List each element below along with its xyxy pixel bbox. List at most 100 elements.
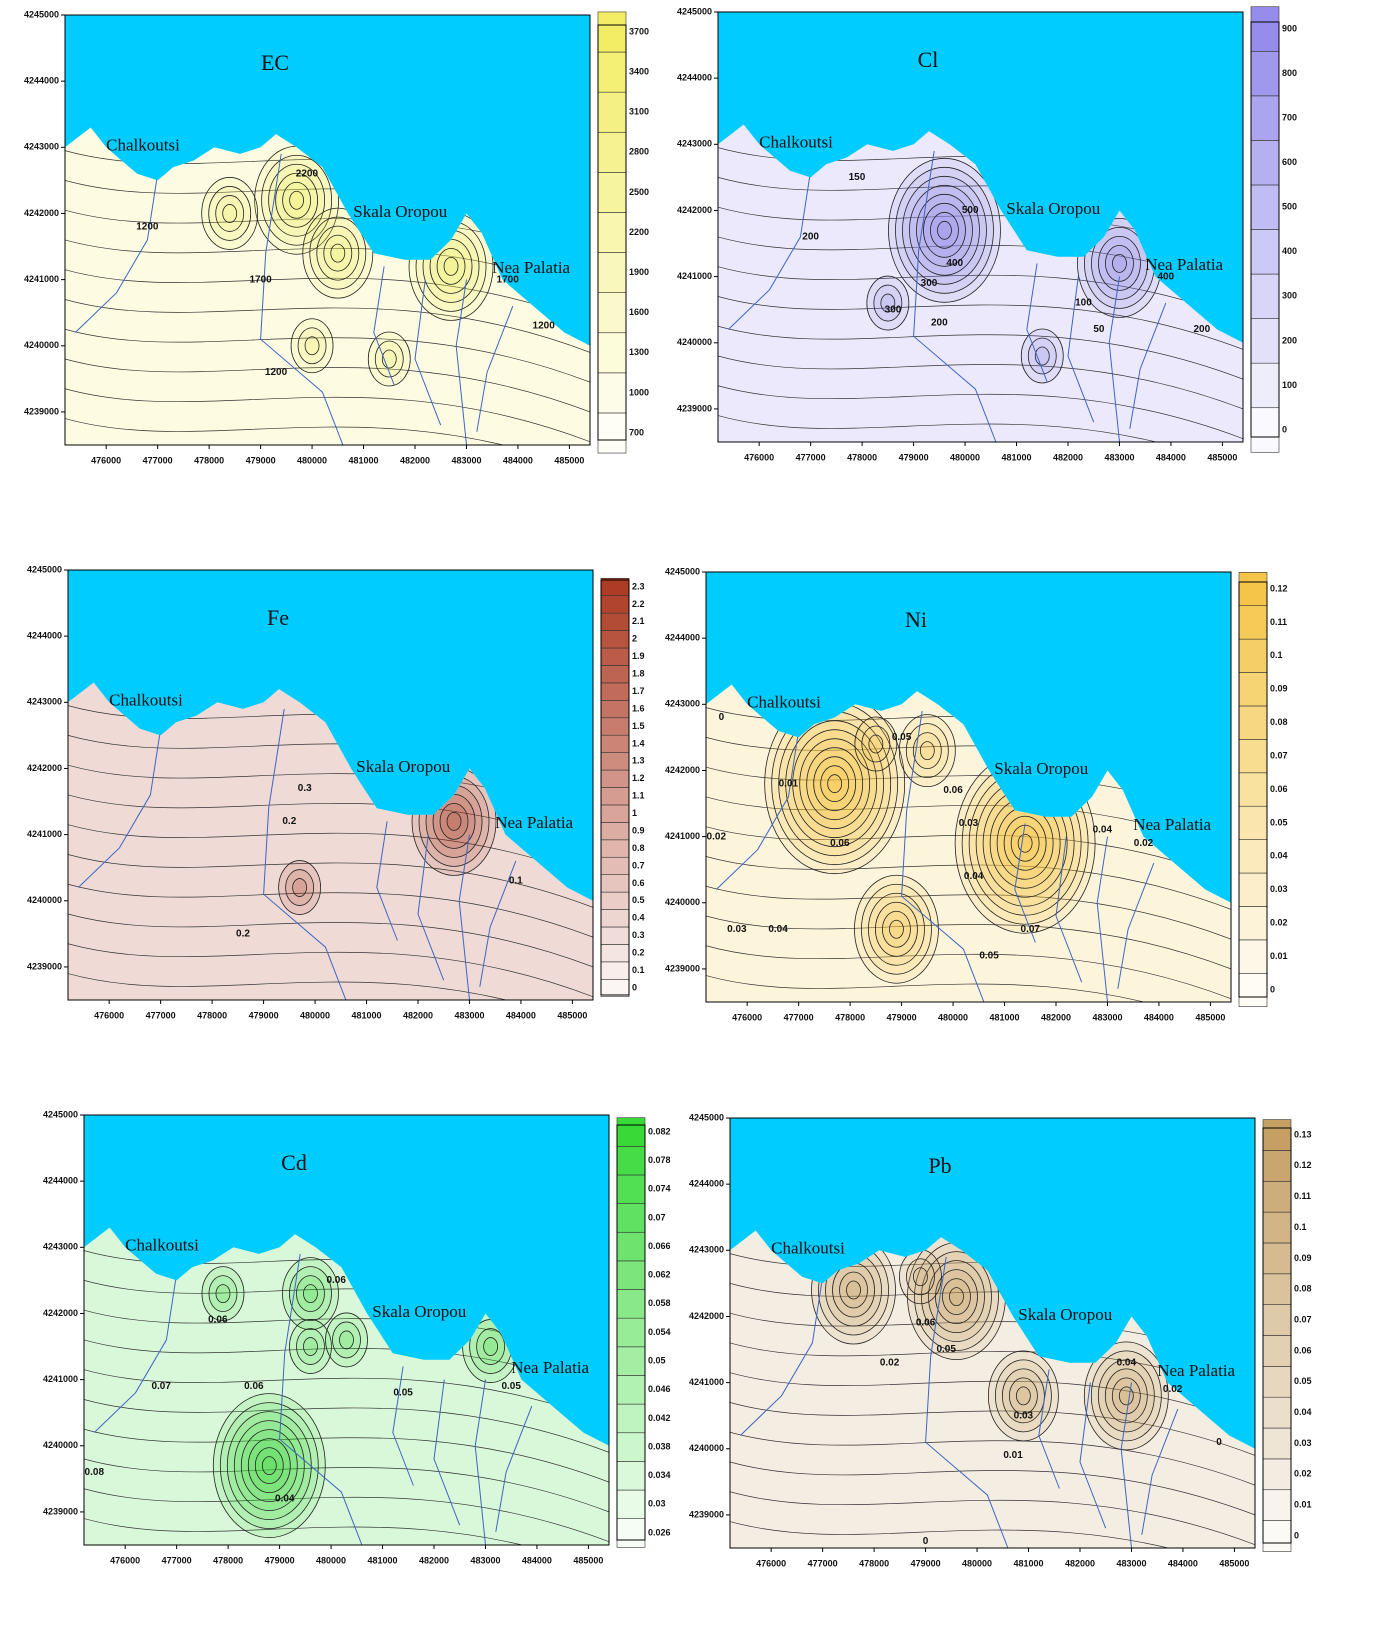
y-tick-label: 4240000 (677, 337, 712, 347)
colorbar-label: 0.05 (1294, 1376, 1312, 1386)
colorbar-cell (601, 788, 629, 805)
contour-label: 0.06 (244, 1381, 264, 1392)
place-name: Chalkoutsi (771, 1239, 845, 1258)
map-panel: 4760004770004780004790004800004810004820… (689, 1112, 1312, 1604)
colorbar-label: 0.05 (1270, 817, 1288, 827)
colorbar-cell (1263, 1120, 1291, 1151)
colorbar-label: 0.4 (632, 913, 645, 923)
colorbar-label: 0.058 (648, 1298, 671, 1308)
y-tick-label: 4239000 (677, 403, 712, 413)
colorbar-cell (1263, 1459, 1291, 1490)
colorbar-cell (1251, 319, 1279, 364)
contour-label: 0.3 (298, 783, 312, 794)
x-tick-label: 478000 (213, 1555, 243, 1565)
x-tick-label: 477000 (784, 1012, 814, 1022)
colorbar-label: 500 (1282, 202, 1297, 212)
colorbar-label: 1.4 (632, 738, 645, 748)
colorbar-label: 1.2 (632, 773, 645, 783)
contour-label: 0.02 (707, 831, 727, 842)
colorbar-cell (1239, 940, 1267, 973)
colorbar-cell (1251, 140, 1279, 185)
colorbar-label: 0.066 (648, 1241, 671, 1251)
contour-ring (828, 775, 842, 793)
colorbar-label: 0.074 (648, 1184, 671, 1194)
y-tick-label: 4244000 (43, 1176, 78, 1186)
contour-label: 0 (923, 1536, 929, 1547)
colorbar-cell (1251, 408, 1279, 453)
y-tick-label: 4244000 (677, 73, 712, 83)
colorbar-cell (1263, 1243, 1291, 1274)
y-tick-label: 4241000 (27, 829, 62, 839)
map-panel: 4760004770004780004790004800004810004820… (43, 1109, 671, 1601)
contour-ring (937, 221, 951, 239)
x-tick-label: 481000 (352, 1010, 382, 1020)
colorbar-cell (1263, 1428, 1291, 1459)
x-tick-label: 479000 (887, 1012, 917, 1022)
colorbar-cell (1239, 806, 1267, 839)
x-tick-label: 477000 (146, 1010, 176, 1020)
colorbar-cell (601, 927, 629, 944)
place-name: Chalkoutsi (759, 133, 833, 152)
colorbar-label: 0 (1270, 984, 1275, 994)
contour-ring (290, 191, 304, 209)
contour-ring (331, 244, 345, 262)
y-tick-label: 4243000 (665, 699, 700, 709)
map-figure: 4760004770004780004790004800004810004820… (0, 0, 1376, 1627)
contour-label: 0.02 (1134, 838, 1154, 849)
x-tick-label: 479000 (265, 1555, 295, 1565)
colorbar-label: 0.3 (632, 930, 645, 940)
colorbar-cell (1251, 96, 1279, 141)
x-tick-label: 479000 (911, 1558, 941, 1568)
colorbar-cell (601, 979, 629, 996)
contour-label: 100 (1075, 298, 1092, 309)
colorbar-cell (601, 770, 629, 787)
contour-label: 0.03 (727, 924, 747, 935)
colorbar-cell (1239, 606, 1267, 639)
x-tick-label: 480000 (950, 452, 980, 462)
place-name: Skala Oropou (356, 757, 450, 776)
colorbar-label: 1300 (629, 347, 649, 357)
colorbar-cell (1239, 739, 1267, 772)
y-tick-label: 4243000 (43, 1242, 78, 1252)
colorbar-cell (617, 1519, 645, 1548)
colorbar-label: 0.07 (1294, 1314, 1312, 1324)
contour-ring (913, 1268, 927, 1286)
colorbar-cell (598, 293, 626, 333)
x-tick-label: 477000 (808, 1558, 838, 1568)
colorbar-label: 2.2 (632, 599, 645, 609)
colorbar-label: 1600 (629, 307, 649, 317)
colorbar-label: 3700 (629, 26, 649, 36)
colorbar-label: 0.02 (1270, 918, 1288, 928)
colorbar-label: 0.062 (648, 1270, 671, 1280)
contour-label: 0.05 (892, 732, 912, 743)
colorbar-cell (617, 1490, 645, 1519)
colorbar-label: 600 (1282, 157, 1297, 167)
colorbar-cell (598, 333, 626, 373)
colorbar-label: 0.1 (1270, 650, 1283, 660)
contour-label: 0.02 (1163, 1384, 1183, 1395)
x-tick-label: 484000 (503, 455, 533, 465)
contour-label: 0.05 (936, 1344, 956, 1355)
x-tick-label: 478000 (197, 1010, 227, 1020)
contour-ring (949, 1288, 963, 1306)
contour-label: 150 (849, 172, 866, 183)
colorbar-label: 0.2 (632, 948, 645, 958)
x-tick-label: 480000 (297, 455, 327, 465)
x-tick-label: 483000 (451, 455, 481, 465)
colorbar-label: 0.04 (1270, 851, 1288, 861)
x-tick-label: 485000 (1195, 1012, 1225, 1022)
y-tick-label: 4239000 (24, 406, 59, 416)
x-tick-label: 481000 (1002, 452, 1032, 462)
contour-label: 0.07 (151, 1381, 171, 1392)
contour-label: 2200 (296, 168, 319, 179)
colorbar-label: 1000 (629, 387, 649, 397)
y-tick-label: 4240000 (665, 897, 700, 907)
y-tick-label: 4243000 (689, 1245, 724, 1255)
colorbar-cell (1251, 7, 1279, 52)
x-tick-label: 484000 (522, 1555, 552, 1565)
colorbar-cell (617, 1347, 645, 1376)
contour-label: 300 (885, 304, 902, 315)
contour-label: 0.01 (1003, 1450, 1023, 1461)
x-tick-label: 484000 (1144, 1012, 1174, 1022)
colorbar-cell (1263, 1150, 1291, 1181)
